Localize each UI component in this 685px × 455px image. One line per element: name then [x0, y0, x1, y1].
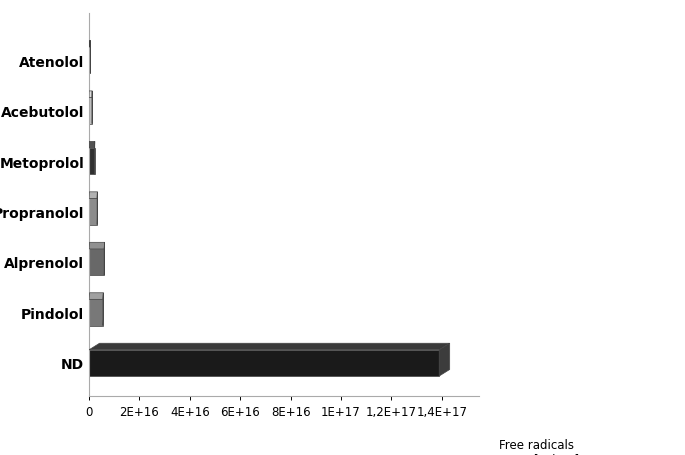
Polygon shape	[89, 41, 90, 48]
Polygon shape	[89, 300, 103, 326]
Polygon shape	[89, 249, 104, 275]
Polygon shape	[439, 344, 449, 376]
Text: Free radicals
conc. [spin/g]: Free radicals conc. [spin/g]	[499, 438, 579, 455]
Polygon shape	[89, 142, 95, 149]
Polygon shape	[89, 199, 97, 225]
Polygon shape	[89, 98, 92, 124]
Polygon shape	[89, 293, 103, 300]
Polygon shape	[89, 48, 90, 74]
Polygon shape	[89, 192, 97, 199]
Polygon shape	[89, 350, 439, 376]
Polygon shape	[89, 149, 95, 175]
Polygon shape	[89, 344, 449, 350]
Polygon shape	[89, 243, 105, 249]
Polygon shape	[89, 92, 92, 98]
